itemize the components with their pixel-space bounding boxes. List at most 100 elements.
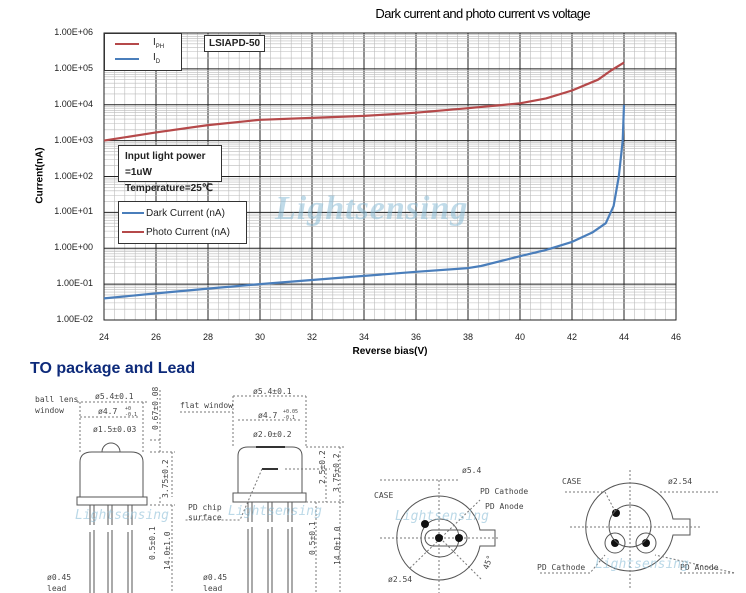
dim-lens-height: 0.67±0.08	[151, 386, 160, 430]
cap-outline	[237, 446, 303, 494]
dim-window-diameter: ø2.0±0.2	[253, 430, 292, 439]
legend-swatch-dark	[122, 212, 144, 214]
x-tick-label: 26	[150, 332, 161, 342]
y-tick-label: 1.00E+05	[54, 62, 93, 73]
flange	[232, 492, 307, 503]
bottom-view-2	[540, 470, 736, 590]
ball-lens-label: window	[35, 406, 64, 415]
dim-tolerance: +0	[125, 406, 131, 412]
dim-flange: 0.5±0.1	[148, 526, 157, 560]
lead-diameter-label: lead	[203, 584, 222, 593]
lead-diameter-label: ø0.45	[47, 573, 71, 582]
lead-diameter-label: lead	[47, 584, 66, 593]
x-tick-label: 24	[98, 332, 109, 342]
legend-swatch-photo	[115, 43, 139, 45]
y-tick-label: 1.00E-01	[56, 278, 93, 289]
section-title: TO package and Lead	[30, 360, 196, 377]
legend-label-dark: Dark Current (nA)	[146, 208, 225, 219]
legend-swatch-photo	[122, 231, 144, 233]
dim-inner-diameter: ø4.7	[258, 411, 277, 420]
x-tick-label: 34	[358, 332, 369, 342]
y-tick-label: 1.00E+04	[54, 98, 93, 109]
flat-window-label: flat window	[180, 401, 233, 410]
y-tick-label: 1.00E-02	[56, 314, 93, 324]
dim-lead-length: 14.0±1.0	[333, 526, 342, 565]
x-tick-label: 44	[618, 332, 629, 342]
dim-tolerance: -0.1	[125, 412, 137, 418]
flat-window-package-drawing	[180, 395, 345, 593]
watermark: Lightsensing	[275, 190, 469, 227]
ball-lens	[101, 442, 121, 453]
legend-label-iph: IPH	[153, 37, 165, 50]
pd-chip-label: surface	[188, 513, 222, 522]
x-tick-label: 32	[306, 332, 317, 342]
x-tick-label: 30	[254, 332, 265, 342]
dim-chip-height: 2.5±0.2	[318, 450, 327, 484]
watermark: Lightsensing	[595, 557, 689, 572]
legend-top: IPH ID	[104, 33, 182, 71]
leads	[89, 505, 133, 593]
pin-anode	[455, 534, 463, 542]
conditions-box: Input light power =1uW Temperature=25℃	[118, 145, 222, 194]
dim-angle: 45°	[481, 554, 494, 571]
ball-lens-package-drawing	[76, 390, 175, 593]
cathode-label: PD Cathode	[537, 563, 585, 572]
dim-flange: 0.5±0.1	[308, 521, 317, 555]
pin-cathode	[611, 539, 619, 547]
y-tick-label: 1.00E+03	[54, 134, 93, 145]
ball-lens-label: ball lens	[35, 395, 79, 404]
x-tick-label: 36	[410, 332, 421, 342]
y-tick-label: 1.00E+00	[54, 242, 93, 253]
anode-label: PD Anode	[680, 563, 719, 572]
case-label: CASE	[374, 491, 393, 500]
watermark: Lightsensing	[75, 508, 169, 523]
x-tick-label: 46	[670, 332, 681, 342]
flange	[76, 496, 148, 506]
x-tick-label: 28	[202, 332, 213, 342]
anode-label: PD Anode	[485, 502, 524, 511]
condition-temperature: Temperature=25℃	[125, 183, 214, 194]
cap-outline	[79, 451, 144, 498]
case-label: CASE	[562, 477, 581, 486]
chart-title: Dark current and photo current vs voltag…	[375, 6, 590, 21]
x-tick-label: 38	[462, 332, 473, 342]
dim-tolerance: +0.05	[283, 409, 298, 415]
dim-outer-diameter: ø5.4±0.1	[253, 387, 292, 396]
legend-label-photo: Photo Current (nA)	[146, 227, 230, 238]
legend-label-id: ID	[153, 52, 161, 65]
watermark: Lightsensing	[395, 509, 489, 524]
dim-case-diameter: ø5.4	[462, 466, 481, 475]
dim-tolerance: -0.1	[283, 415, 295, 421]
watermark: Lightsensing	[228, 504, 322, 519]
pin-case	[421, 520, 429, 528]
condition-light-power: Input light power =1uW	[125, 151, 206, 178]
cathode-label: PD Cathode	[480, 487, 528, 496]
pin-cathode	[435, 534, 443, 542]
dim-inner-diameter: ø4.7	[98, 407, 117, 416]
series-line-i-ph	[103, 61, 625, 142]
pin-case	[612, 509, 620, 517]
y-tick-label: 1.00E+01	[54, 206, 93, 217]
legend-bottom: Dark Current (nA) Photo Current (nA)	[118, 201, 247, 244]
package-drawings: ball lens window ø5.4±0.1 ø4.7 +0 -0.1 ø…	[35, 386, 736, 593]
dim-cap-height: 3.75±0.2	[161, 459, 170, 498]
dim-outer-diameter: ø5.4±0.1	[95, 392, 134, 401]
y-tick-label: 1.00E+02	[54, 170, 93, 181]
dim-lead-length: 14.0±1.0	[163, 531, 172, 570]
x-axis-label: Reverse bias(V)	[352, 346, 428, 357]
dim-lens-diameter: ø1.5±0.03	[93, 425, 137, 434]
lead-diameter-label: ø0.45	[203, 573, 227, 582]
x-tick-label: 40	[514, 332, 525, 342]
legend-swatch-dark	[115, 58, 139, 60]
pd-chip-label: PD chip	[188, 503, 222, 512]
leads	[247, 502, 293, 593]
dim-pin-circle: ø2.54	[668, 477, 692, 486]
y-tick-label: 1.00E+06	[54, 27, 93, 37]
dim-pin-circle: ø2.54	[388, 575, 412, 584]
series-line-i-d	[103, 104, 626, 300]
plot-border	[103, 32, 677, 321]
dim-cap-height: 3.75±0.2	[332, 453, 341, 492]
model-label: LSIAPD-50	[204, 35, 266, 52]
x-tick-label: 42	[566, 332, 577, 342]
